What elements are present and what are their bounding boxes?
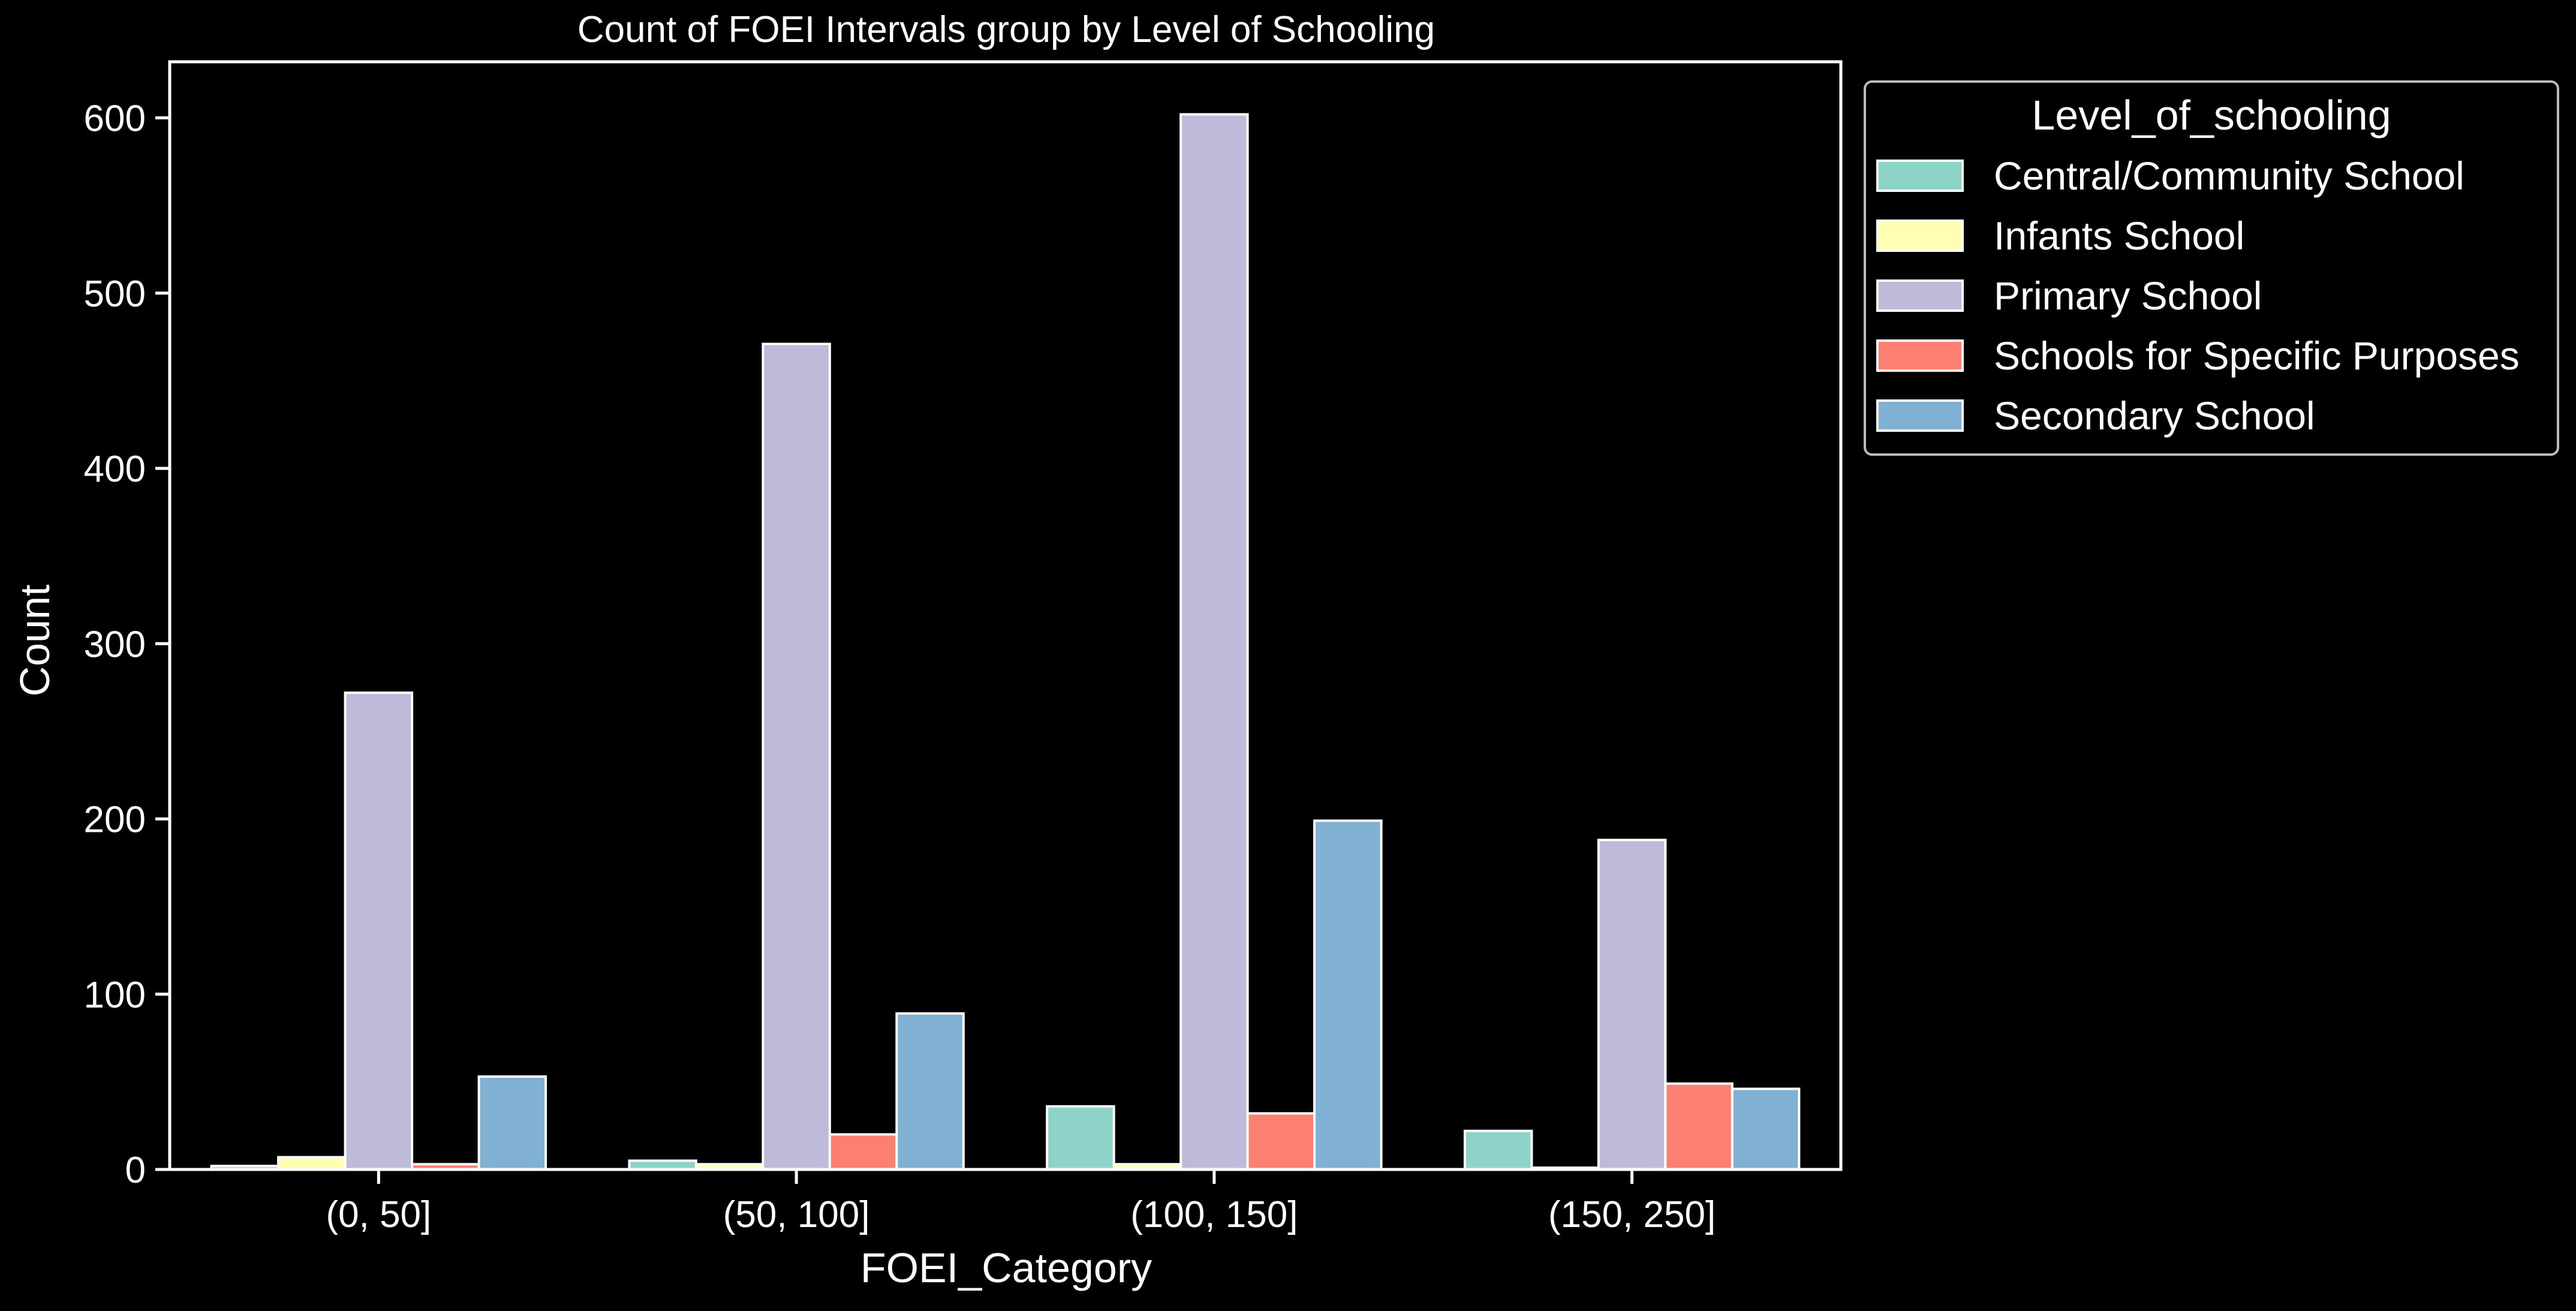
y-tick-label: 200 [84,799,146,841]
bar [1046,1105,1115,1171]
bar [895,1012,965,1171]
legend-label: Central/Community School [1994,154,2464,198]
bar [1597,838,1667,1171]
bar [477,1075,547,1171]
x-axis-label: FOEI_Category [860,1244,1152,1291]
legend-label: Primary School [1994,273,2262,318]
legend-swatch [1876,279,1964,312]
x-tick-label: (0, 50] [326,1194,431,1235]
legend-swatch [1876,339,1964,372]
bar [1463,1129,1533,1171]
legend-items: Central/Community School Infants School Pr… [1876,154,2520,438]
bar [828,1133,898,1171]
bar [1246,1112,1316,1171]
legend-swatch [1876,399,1964,432]
legend-label: Infants School [1994,214,2244,258]
chart-title: Count of FOEI Intervals group by Level o… [577,9,1435,50]
bar [1664,1082,1734,1171]
legend-label: Schools for Specific Purposes [1994,333,2520,378]
plot-frame [168,60,1843,1171]
legend-swatch [1876,160,1964,192]
y-tick-label: 100 [84,975,146,1016]
y-tick-label: 0 [125,1150,146,1191]
y-tick-label: 400 [84,449,146,490]
bar [344,691,414,1171]
bar [1313,819,1383,1171]
legend-frame [1864,80,2559,456]
plot-area: 0 100 200 300 400 500 600 (0, 50] (50, 100] (100,… [84,60,1843,1235]
bar [762,342,831,1171]
y-tick-label: 300 [84,624,146,665]
y-axis-label: Count [11,585,58,697]
bar [1731,1087,1801,1171]
x-tick-label: (50, 100] [723,1194,870,1235]
legend-swatch [1876,219,1964,252]
bar [277,1156,347,1171]
bar [1179,113,1249,1171]
legend-label: Secondary School [1994,393,2315,438]
x-tick-label: (150, 250] [1548,1194,1716,1235]
legend-title: Level_of_schooling [2032,92,2391,139]
legend: Level_of_schooling Central/Community Sch… [1864,80,2559,456]
y-tick-label: 600 [84,98,146,140]
y-tick-label: 500 [84,273,146,315]
x-tick-label: (100, 150] [1130,1194,1298,1235]
